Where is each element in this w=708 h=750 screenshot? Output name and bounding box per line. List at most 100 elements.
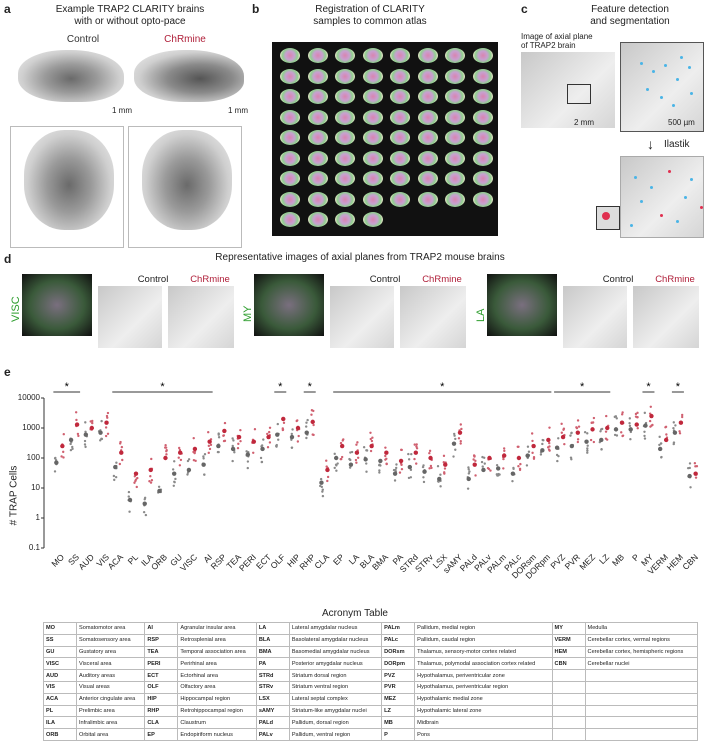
atlas-slice-thumbnail [335,89,355,104]
control-point [672,421,675,424]
control-point [599,430,602,433]
chrmine-mean-marker [281,416,286,422]
chrmine-label: ChRmine [655,274,695,285]
acronym-cell: PVZ [381,669,416,682]
acronym-cell: OLF [144,680,179,694]
panel-d-region-group: MY Control ChRmine [240,266,466,361]
chrmine-point [62,456,65,459]
chrmine-point [648,419,652,423]
acronym-cell: MY [551,622,586,635]
control-point [321,494,325,498]
acronym-cell: PALv [255,728,290,741]
definition-cell: Basomedial amygdalar nucleus [288,645,383,659]
definition-cell: Temporal association area [177,645,257,659]
control-point [378,469,381,472]
control-axial-image [563,286,627,348]
chrmine-point [577,425,581,428]
control-point [409,476,413,479]
definition-cell: Midbrain [414,716,553,730]
acronym-cell: BLA [255,633,290,647]
chrmine-mean-marker [634,422,639,427]
atlas-slice-thumbnail [472,150,493,166]
control-mean-marker [525,453,530,458]
control-point [395,463,398,466]
acronym-cell: GU [43,645,77,659]
control-mean-marker [157,488,162,494]
control-mean-marker [643,423,648,428]
detected-cell-marker [664,64,667,67]
control-label: Control [137,274,169,285]
atlas-slice-thumbnail [390,171,410,186]
significance-star: * [646,381,651,393]
detected-cell-marker [634,176,637,179]
control-mean-marker [378,458,383,464]
chrmine-point [680,415,684,419]
detected-cell-marker [660,214,663,217]
chrmine-mean-marker [443,462,448,467]
definition-cell: Perirhinal area [177,657,257,671]
chrmine-point [665,433,668,436]
chrmine-mean-marker [605,425,610,431]
chrmine-point [104,434,108,438]
control-point [511,479,514,483]
atlas-slice-thumbnail [280,191,300,207]
acronym-cell: SS [43,633,77,647]
chrmine-point [120,445,124,449]
control-point [233,451,236,454]
chrmine-point [106,432,110,436]
definition-cell: Pallidum, ventral region [288,728,383,741]
chrmine-point [460,427,463,431]
chrmine-point [664,425,668,429]
control-point [628,421,631,425]
chrmine-mean-marker [590,427,595,432]
control-mean-marker [68,437,74,443]
control-point [174,477,177,481]
atlas-slice-thumbnail [335,191,355,207]
chrmine-point [237,442,240,446]
region-label: LA [475,308,487,322]
control-mean-marker [628,427,633,432]
chrmine-point [222,434,226,437]
chrmine-label: ChRmine [422,274,462,285]
chrmine-point [236,446,240,450]
chrmine-point [517,445,520,448]
control-label: Control [602,274,634,285]
acronym-cell: DORpm [381,657,416,671]
control-point [71,447,74,451]
chrmine-mean-marker [310,419,315,425]
panel-label-b: b [252,2,260,16]
control-point [173,481,176,484]
acronym-cell [551,704,586,718]
control-point [142,510,146,514]
control-point [379,464,382,467]
acronym-cell: CBN [551,657,586,671]
control-mean-marker [260,446,265,452]
chrmine-mean-marker [560,434,566,440]
acronym-cell: PL [43,704,77,718]
control-mean-marker [54,460,59,465]
y-tick-label: 10 [31,483,40,492]
chrmine-mean-marker [207,439,212,444]
chrmine-point [548,426,551,429]
chrmine-point [355,443,358,446]
chrmine-point [548,445,551,448]
definition-cell: Cerebellar cortex, vermal regions [584,633,699,647]
chrmine-point [518,467,522,470]
acronym-cell [551,728,586,741]
detected-cell-marker [668,170,671,173]
control-point [83,443,87,446]
chrmine-mean-marker [457,430,463,435]
definition-cell: Medulla [584,622,699,635]
control-point [586,447,589,450]
control-label: Control [369,274,401,285]
control-point [231,437,234,440]
definition-cell: Agranular insular area [177,622,257,635]
chrmine-point [681,413,684,417]
control-point [407,458,411,461]
control-brain-3d-image [24,130,114,230]
control-point [231,444,234,448]
atlas-slice-thumbnail [362,150,383,166]
chrmine-point [134,479,137,483]
chrmine-point [371,436,374,439]
chrmine-point [592,440,596,444]
